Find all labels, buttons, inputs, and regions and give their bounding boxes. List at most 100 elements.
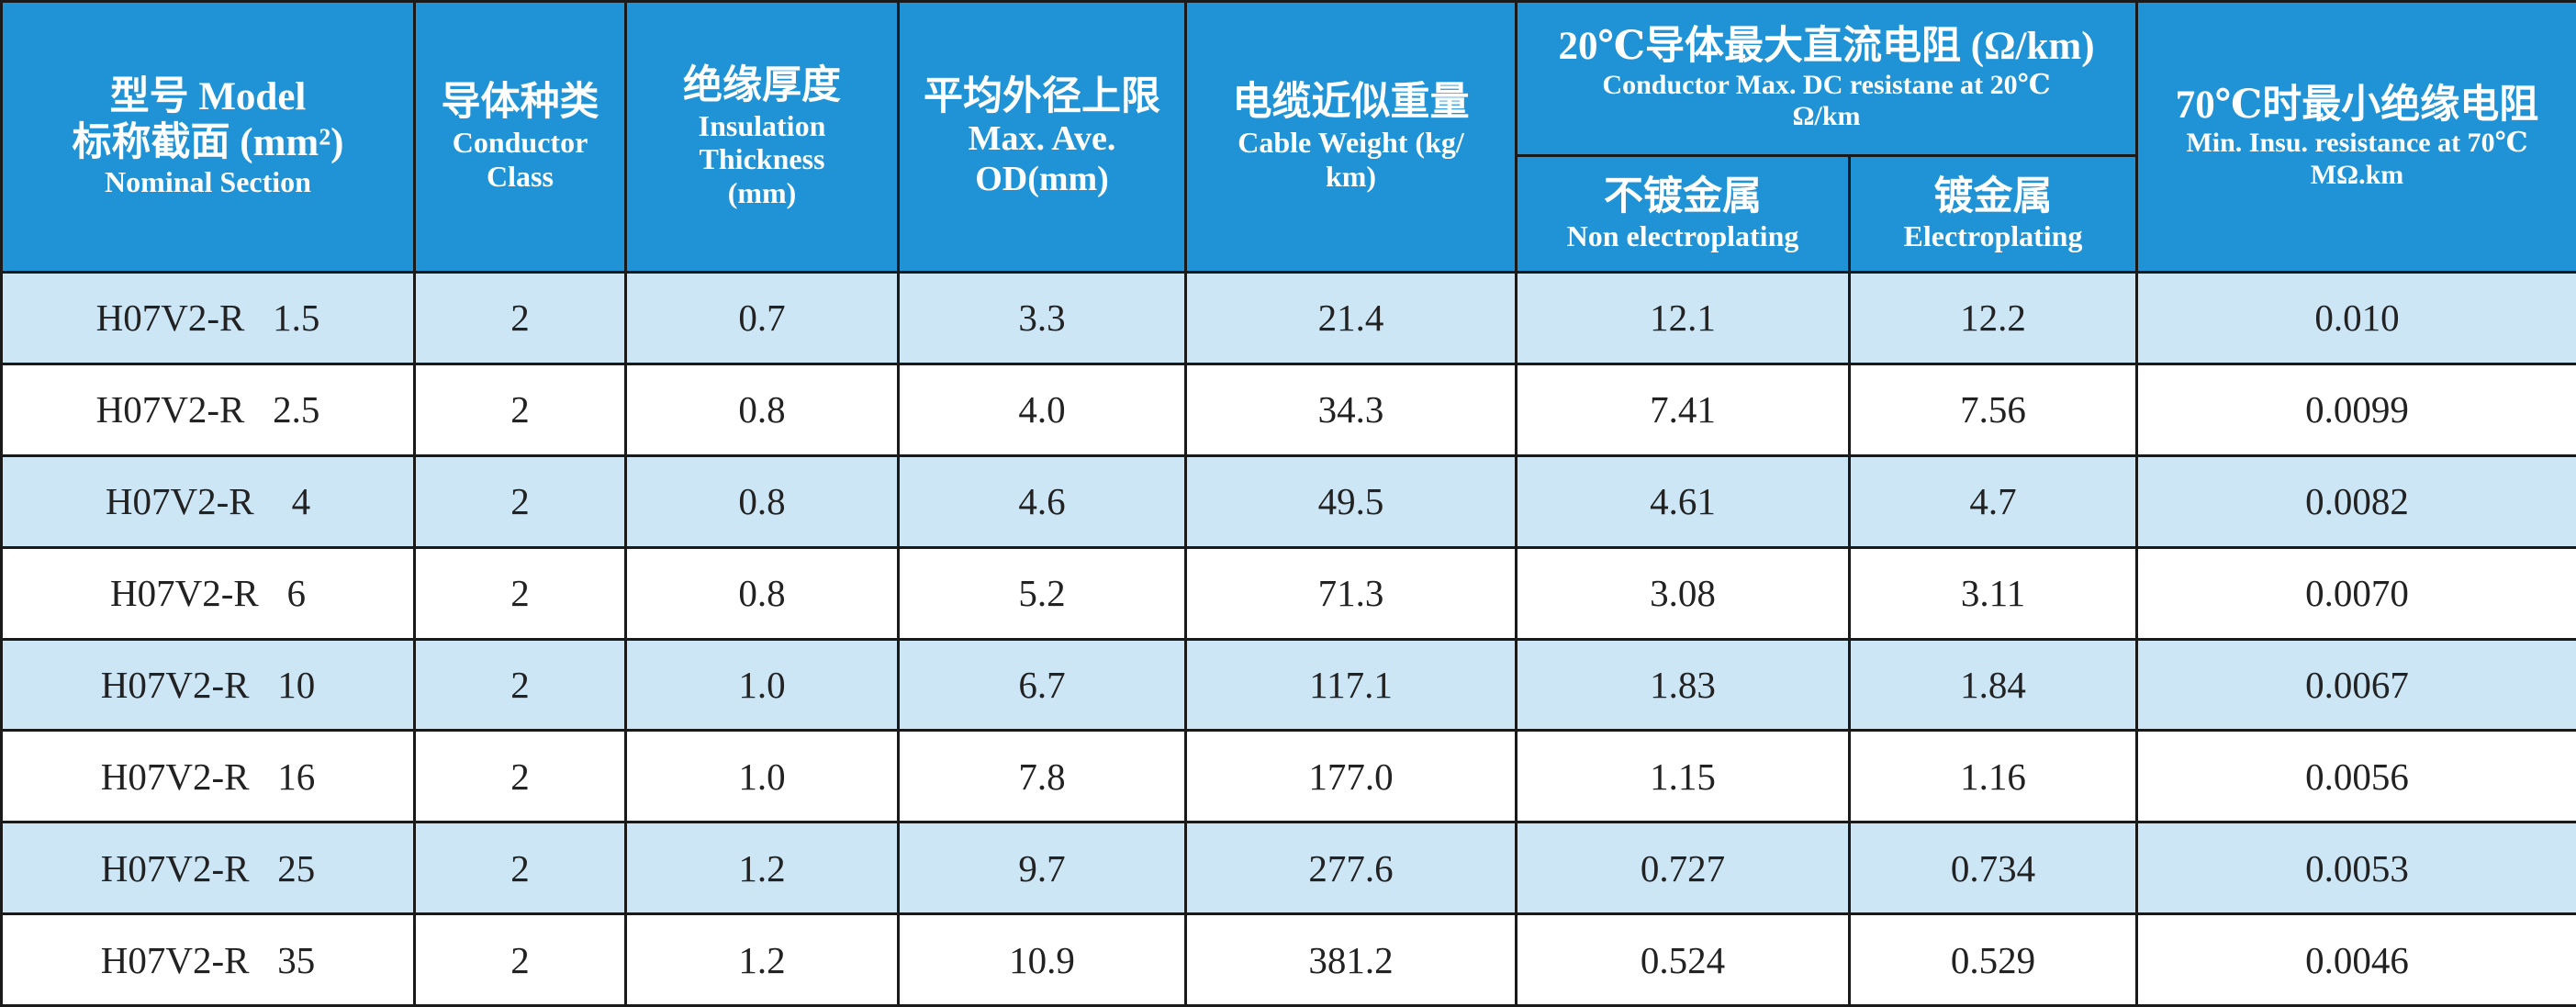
- cell-od: 9.7: [897, 821, 1187, 916]
- header-conductor-en-2: Class: [487, 159, 554, 193]
- table-row: H07V2-R 35 2 1.2 10.9 381.2 0.524 0.529 …: [0, 912, 2576, 1007]
- cell-thickness: 1.2: [624, 912, 900, 1007]
- cell-weight: 117.1: [1184, 637, 1518, 733]
- table-row: H07V2-R 2.5 2 0.8 4.0 34.3 7.41 7.56 0.0…: [0, 362, 2576, 457]
- header-weight-en-2: km): [1325, 159, 1377, 193]
- table-header: 型号 Model 标称截面 (mm²) Nominal Section 导体种类…: [0, 0, 2576, 274]
- cell-thickness: 1.0: [624, 637, 900, 733]
- cell-class: 2: [413, 362, 627, 457]
- cell-res-non: 3.08: [1515, 545, 1851, 641]
- cell-model: H07V2-R 2.5: [0, 362, 416, 457]
- cell-thickness: 0.7: [624, 271, 900, 365]
- header-insulation-cn: 绝缘厚度: [683, 64, 841, 108]
- cell-class: 2: [413, 271, 627, 365]
- table-row: H07V2-R 10 2 1.0 6.7 117.1 1.83 1.84 0.0…: [0, 637, 2576, 733]
- header-conductor-class: 导体种类 Conductor Class: [413, 0, 627, 274]
- header-insu-res-en-1: Min. Insu. resistance at 70℃: [2186, 128, 2528, 159]
- cell-weight: 71.3: [1184, 545, 1518, 641]
- table-row: H07V2-R 16 2 1.0 7.8 177.0 1.15 1.16 0.0…: [0, 729, 2576, 824]
- cell-res-el: 7.56: [1848, 362, 2138, 457]
- header-insulation-en-2: Thickness: [699, 142, 825, 176]
- header-insulation-en-1: Insulation: [698, 108, 826, 142]
- cell-weight: 277.6: [1184, 821, 1518, 916]
- cell-res-non: 1.83: [1515, 637, 1851, 733]
- cell-thickness: 0.8: [624, 453, 900, 549]
- cell-class: 2: [413, 637, 627, 733]
- cell-od: 6.7: [897, 637, 1187, 733]
- cell-class: 2: [413, 729, 627, 824]
- header-insulation-thickness: 绝缘厚度 Insulation Thickness (mm): [624, 0, 900, 274]
- header-max-od: 平均外径上限 Max. Ave. OD(mm): [897, 0, 1187, 274]
- header-dc-resistance: 20℃导体最大直流电阻 (Ω/km) Conductor Max. DC res…: [1515, 0, 2138, 157]
- cell-res-el: 0.529: [1848, 912, 2138, 1007]
- cell-model: H07V2-R 4: [0, 453, 416, 549]
- header-insulation-en-3: (mm): [727, 176, 797, 210]
- cell-insu-res: 0.010: [2135, 271, 2576, 365]
- cell-insu-res: 0.0046: [2135, 912, 2576, 1007]
- cell-res-non: 0.727: [1515, 821, 1851, 916]
- header-model-en: Nominal Section: [105, 165, 311, 199]
- header-insu-res-cn: 70℃时最小绝缘电阻: [2175, 83, 2539, 127]
- header-conductor-cn: 导体种类: [441, 81, 599, 125]
- header-resistance-en-2: Ω/km: [1792, 101, 1861, 132]
- header-model: 型号 Model 标称截面 (mm²) Nominal Section: [0, 0, 416, 274]
- cell-res-el: 1.84: [1848, 637, 2138, 733]
- cell-res-el: 4.7: [1848, 453, 2138, 549]
- cell-od: 3.3: [897, 271, 1187, 365]
- cell-od: 4.6: [897, 453, 1187, 549]
- cell-class: 2: [413, 821, 627, 916]
- header-weight-en-1: Cable Weight (kg/: [1238, 125, 1464, 159]
- cell-insu-res: 0.0067: [2135, 637, 2576, 733]
- cell-thickness: 0.8: [624, 362, 900, 457]
- header-electroplating-en: Electroplating: [1903, 219, 2083, 253]
- cell-od: 5.2: [897, 545, 1187, 641]
- cell-model: H07V2-R 1.5: [0, 271, 416, 365]
- cell-res-el: 3.11: [1848, 545, 2138, 641]
- cell-thickness: 0.8: [624, 545, 900, 641]
- cell-model: H07V2-R 10: [0, 637, 416, 733]
- header-resistance-cn: 20℃导体最大直流电阻 (Ω/km): [1558, 25, 2095, 69]
- table-row: H07V2-R 6 2 0.8 5.2 71.3 3.08 3.11 0.007…: [0, 545, 2576, 641]
- cell-model: H07V2-R 16: [0, 729, 416, 824]
- cell-class: 2: [413, 545, 627, 641]
- table-body: H07V2-R 1.5 2 0.7 3.3 21.4 12.1 12.2 0.0…: [0, 271, 2576, 1007]
- cell-res-el: 1.16: [1848, 729, 2138, 824]
- cell-weight: 177.0: [1184, 729, 1518, 824]
- header-model-cn-2: 标称截面 (mm²): [72, 120, 344, 164]
- cell-class: 2: [413, 912, 627, 1007]
- header-non-electroplating-en: Non electroplating: [1566, 219, 1799, 253]
- table-row: H07V2-R 4 2 0.8 4.6 49.5 4.61 4.7 0.0082: [0, 453, 2576, 549]
- header-electroplating-cn: 镀金属: [1933, 174, 2053, 218]
- cell-insu-res: 0.0056: [2135, 729, 2576, 824]
- header-non-electroplating: 不镀金属 Non electroplating: [1515, 154, 1851, 274]
- cell-res-non: 4.61: [1515, 453, 1851, 549]
- table-row: H07V2-R 25 2 1.2 9.7 277.6 0.727 0.734 0…: [0, 821, 2576, 916]
- cell-weight: 21.4: [1184, 271, 1518, 365]
- header-od-en-1: Max. Ave.: [968, 119, 1116, 159]
- cell-weight: 34.3: [1184, 362, 1518, 457]
- cell-od: 7.8: [897, 729, 1187, 824]
- cell-res-el: 0.734: [1848, 821, 2138, 916]
- header-od-cn: 平均外径上限: [924, 74, 1160, 118]
- cell-res-non: 1.15: [1515, 729, 1851, 824]
- cell-res-non: 0.524: [1515, 912, 1851, 1007]
- cell-res-el: 12.2: [1848, 271, 2138, 365]
- cell-insu-res: 0.0099: [2135, 362, 2576, 457]
- table-row: H07V2-R 1.5 2 0.7 3.3 21.4 12.1 12.2 0.0…: [0, 271, 2576, 365]
- cell-insu-res: 0.0053: [2135, 821, 2576, 916]
- header-electroplating: 镀金属 Electroplating: [1848, 154, 2138, 274]
- cell-weight: 49.5: [1184, 453, 1518, 549]
- header-insu-res-en-2: MΩ.km: [2310, 159, 2404, 190]
- cell-od: 4.0: [897, 362, 1187, 457]
- cell-insu-res: 0.0082: [2135, 453, 2576, 549]
- header-conductor-en-1: Conductor: [452, 125, 588, 159]
- cell-res-non: 7.41: [1515, 362, 1851, 457]
- cell-thickness: 1.0: [624, 729, 900, 824]
- cell-insu-res: 0.0070: [2135, 545, 2576, 641]
- cell-od: 10.9: [897, 912, 1187, 1007]
- header-weight-cn: 电缆近似重量: [1232, 81, 1470, 125]
- header-model-cn-1: 型号 Model: [109, 75, 307, 119]
- cell-model: H07V2-R 25: [0, 821, 416, 916]
- cell-res-non: 12.1: [1515, 271, 1851, 365]
